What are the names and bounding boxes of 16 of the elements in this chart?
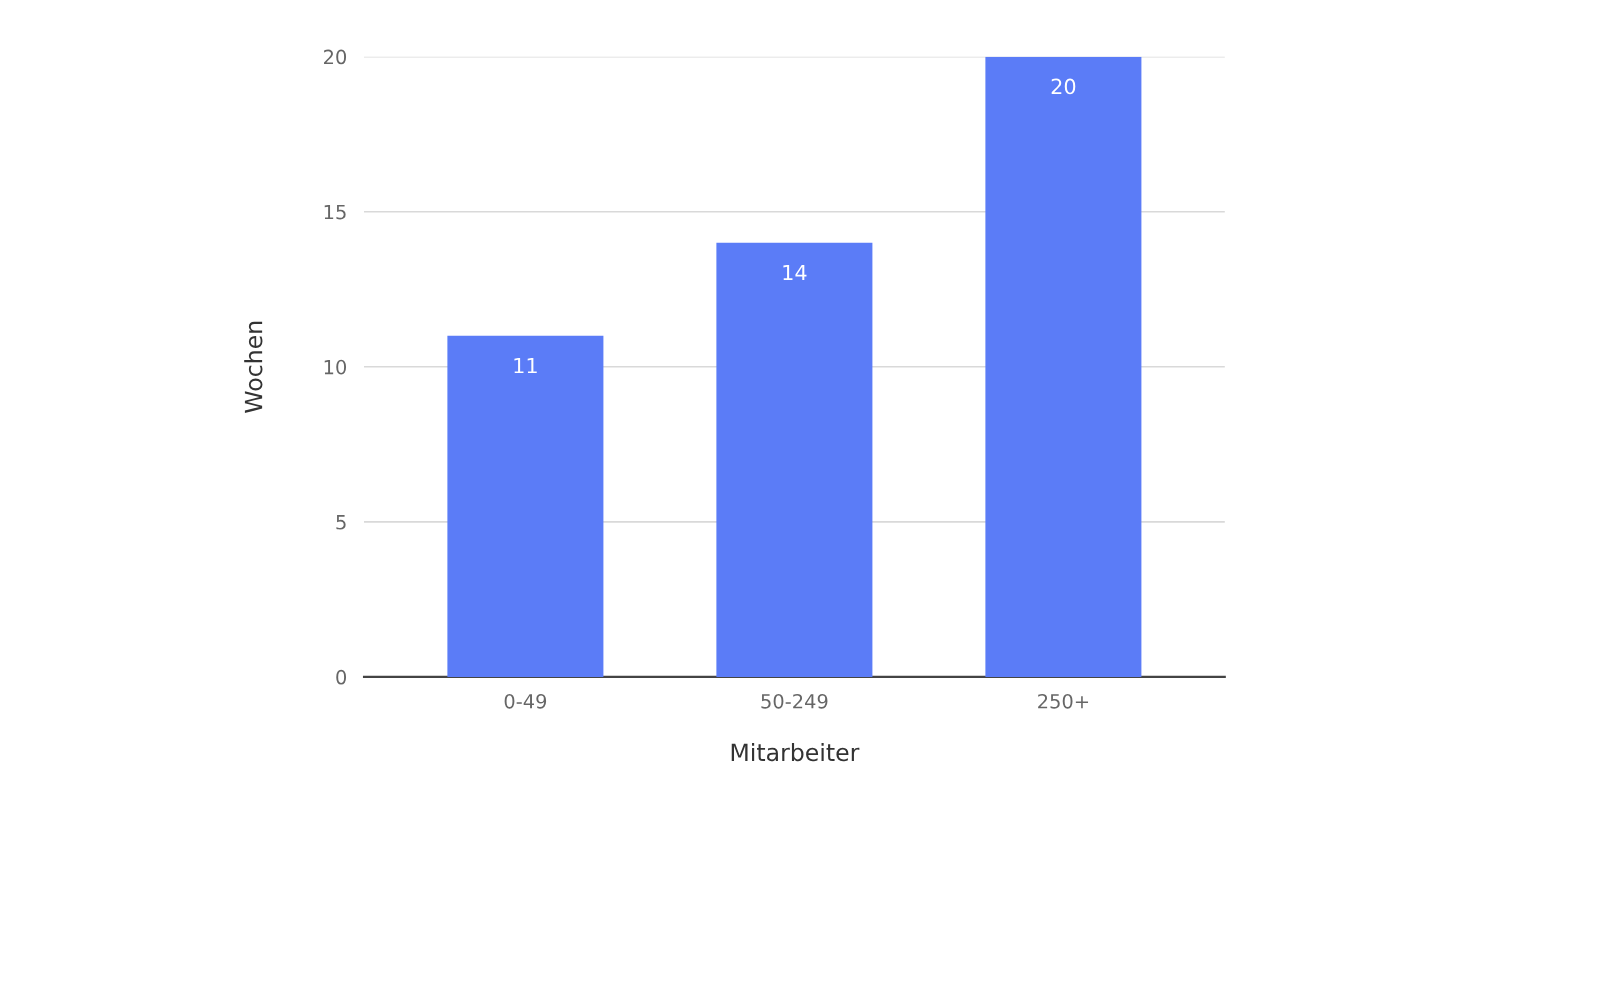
bar [716, 242, 873, 677]
y-axis-title: Wochen [244, 321, 263, 413]
x-tick-label: 250+ [1038, 693, 1089, 709]
bar [985, 56, 1142, 677]
x-tick-label: 50-249 [761, 693, 828, 709]
bar [447, 335, 604, 677]
y-tick-label: 5 [336, 515, 346, 530]
data-label: 20 [1051, 78, 1076, 95]
y-tick-label: 0 [336, 669, 347, 685]
x-tick-label: 0-49 [504, 693, 547, 709]
y-tick-label: 10 [324, 359, 347, 375]
y-tick-label: 15 [324, 204, 346, 220]
y-tick-label: 20 [324, 49, 347, 65]
x-axis-title: Mitarbeiter [731, 742, 860, 762]
data-label: 11 [514, 357, 537, 374]
data-label: 14 [783, 264, 807, 281]
